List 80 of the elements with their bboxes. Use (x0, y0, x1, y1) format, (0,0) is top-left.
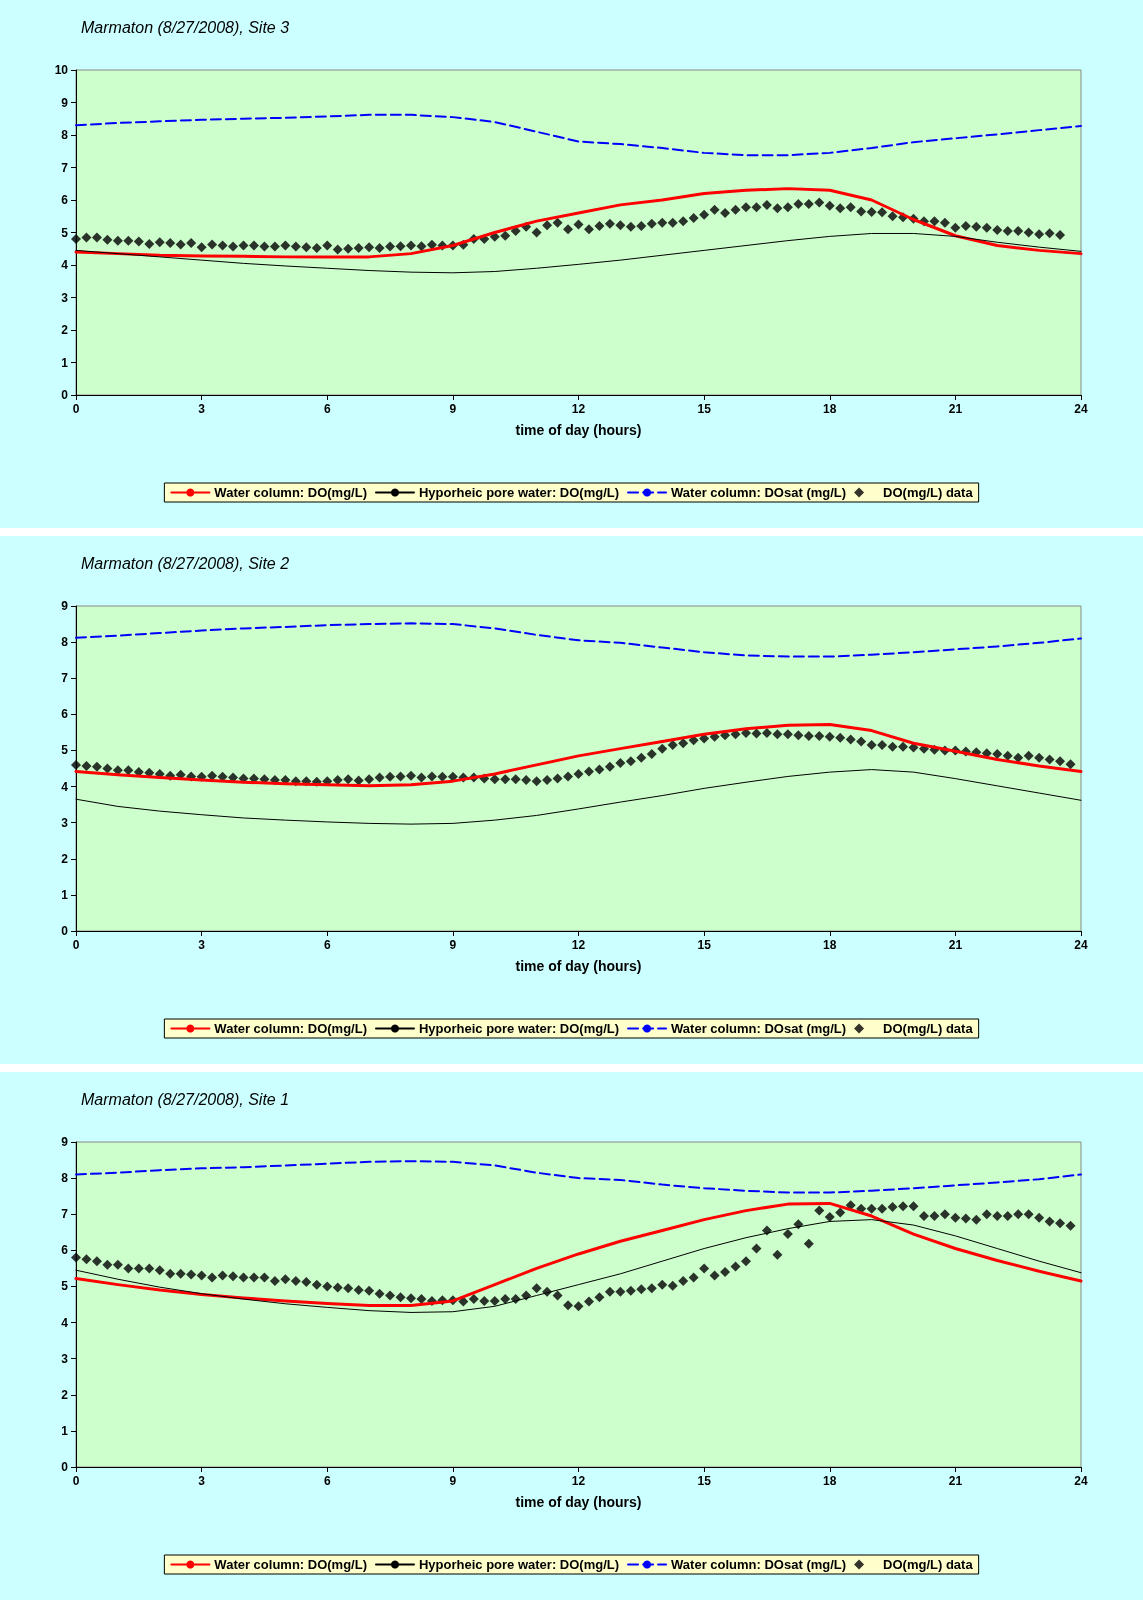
y-tick-label: 8 (61, 128, 69, 142)
legend-label: DO(mg/L) data (883, 1557, 974, 1572)
y-tick-label: 2 (61, 323, 69, 337)
x-tick-label: 24 (1074, 938, 1088, 952)
y-tick-label: 4 (61, 779, 69, 794)
y-tick-label: 8 (61, 1171, 69, 1186)
x-tick-label: 18 (823, 1474, 837, 1488)
x-tick-label: 15 (697, 1474, 712, 1488)
y-tick-label: 2 (61, 851, 69, 866)
x-axis-title: time of day (hours) (515, 422, 642, 438)
x-axis-title: time of day (hours) (515, 1494, 642, 1510)
y-tick-label: 9 (61, 1135, 69, 1149)
y-tick-label: 2 (61, 1387, 69, 1402)
line-series (75, 622, 1082, 658)
legend-label: Hyporheic pore water: DO(mg/L) (418, 485, 620, 500)
x-tick-label: 9 (449, 402, 457, 416)
legend-label: Hyporheic pore water: DO(mg/L) (418, 1021, 620, 1036)
x-tick-label: 21 (948, 1474, 963, 1488)
y-tick-label: 0 (61, 924, 69, 938)
x-tick-label: 9 (449, 1474, 457, 1488)
chart-title: Marmaton (8/27/2008), Site 2 (81, 554, 290, 572)
x-tick-label: 24 (1074, 402, 1088, 416)
legend-label: DO(mg/L) data (883, 485, 974, 500)
y-tick-label: 6 (61, 193, 69, 207)
line-series (74, 187, 1083, 259)
y-tick-label: 9 (61, 95, 69, 110)
y-tick-label: 8 (61, 635, 69, 650)
x-tick-label: 18 (823, 402, 837, 416)
y-tick-label: 5 (61, 225, 69, 240)
x-tick-label: 12 (571, 938, 586, 952)
y-tick-label: 0 (61, 1460, 69, 1474)
x-tick-label: 0 (72, 1474, 80, 1488)
chart-title: Marmaton (8/27/2008), Site 1 (81, 1090, 290, 1108)
y-tick-label: 4 (61, 258, 69, 272)
y-tick-label: 3 (61, 290, 69, 305)
legend-label: Water column: DO(mg/L) (214, 485, 367, 500)
x-tick-label: 6 (323, 402, 331, 416)
legend-label: Hyporheic pore water: DO(mg/L) (418, 1557, 620, 1572)
x-tick-label: 9 (449, 938, 457, 952)
y-tick-label: 1 (61, 355, 69, 370)
x-tick-label: 0 (72, 402, 80, 416)
x-tick-label: 15 (697, 402, 712, 416)
y-tick-label: 6 (61, 1243, 69, 1258)
y-tick-label: 7 (61, 1207, 69, 1222)
x-axis-title: time of day (hours) (515, 958, 642, 974)
y-tick-label: 10 (54, 63, 69, 77)
legend-label: Water column: DO(mg/L) (214, 1557, 367, 1572)
x-tick-label: 6 (323, 938, 331, 952)
legend-label: Water column: DO(mg/L) (214, 1021, 367, 1036)
line-series (75, 113, 1082, 157)
y-tick-label: 0 (61, 388, 69, 402)
legend-label: Water column: DOsat (mg/L) (671, 485, 847, 500)
x-tick-label: 18 (823, 938, 837, 952)
legend-label: Water column: DOsat (mg/L) (671, 1557, 847, 1572)
x-tick-label: 3 (198, 402, 206, 416)
x-tick-label: 12 (571, 1474, 586, 1488)
y-tick-label: 4 (61, 1315, 69, 1330)
x-tick-label: 24 (1074, 1474, 1088, 1488)
y-tick-label: 5 (61, 743, 69, 758)
line-series (75, 1160, 1082, 1194)
x-tick-label: 12 (571, 402, 586, 416)
x-tick-label: 15 (697, 938, 712, 952)
y-tick-label: 9 (61, 599, 69, 613)
legend-label: DO(mg/L) data (883, 1021, 974, 1036)
y-tick-label: 1 (61, 887, 69, 902)
y-tick-label: 5 (61, 1279, 69, 1294)
x-tick-label: 21 (948, 938, 963, 952)
x-tick-label: 3 (198, 1474, 206, 1488)
y-tick-label: 3 (61, 815, 69, 830)
y-tick-label: 7 (61, 160, 69, 175)
x-tick-label: 0 (72, 938, 80, 952)
y-tick-label: 7 (61, 671, 69, 686)
legend-label: Water column: DOsat (mg/L) (671, 1021, 847, 1036)
chart-title: Marmaton (8/27/2008), Site 3 (81, 18, 290, 36)
y-tick-label: 1 (61, 1423, 69, 1438)
y-tick-label: 3 (61, 1351, 69, 1366)
x-tick-label: 3 (198, 938, 206, 952)
x-tick-label: 21 (948, 402, 963, 416)
x-tick-label: 6 (323, 1474, 331, 1488)
y-tick-label: 6 (61, 707, 69, 722)
